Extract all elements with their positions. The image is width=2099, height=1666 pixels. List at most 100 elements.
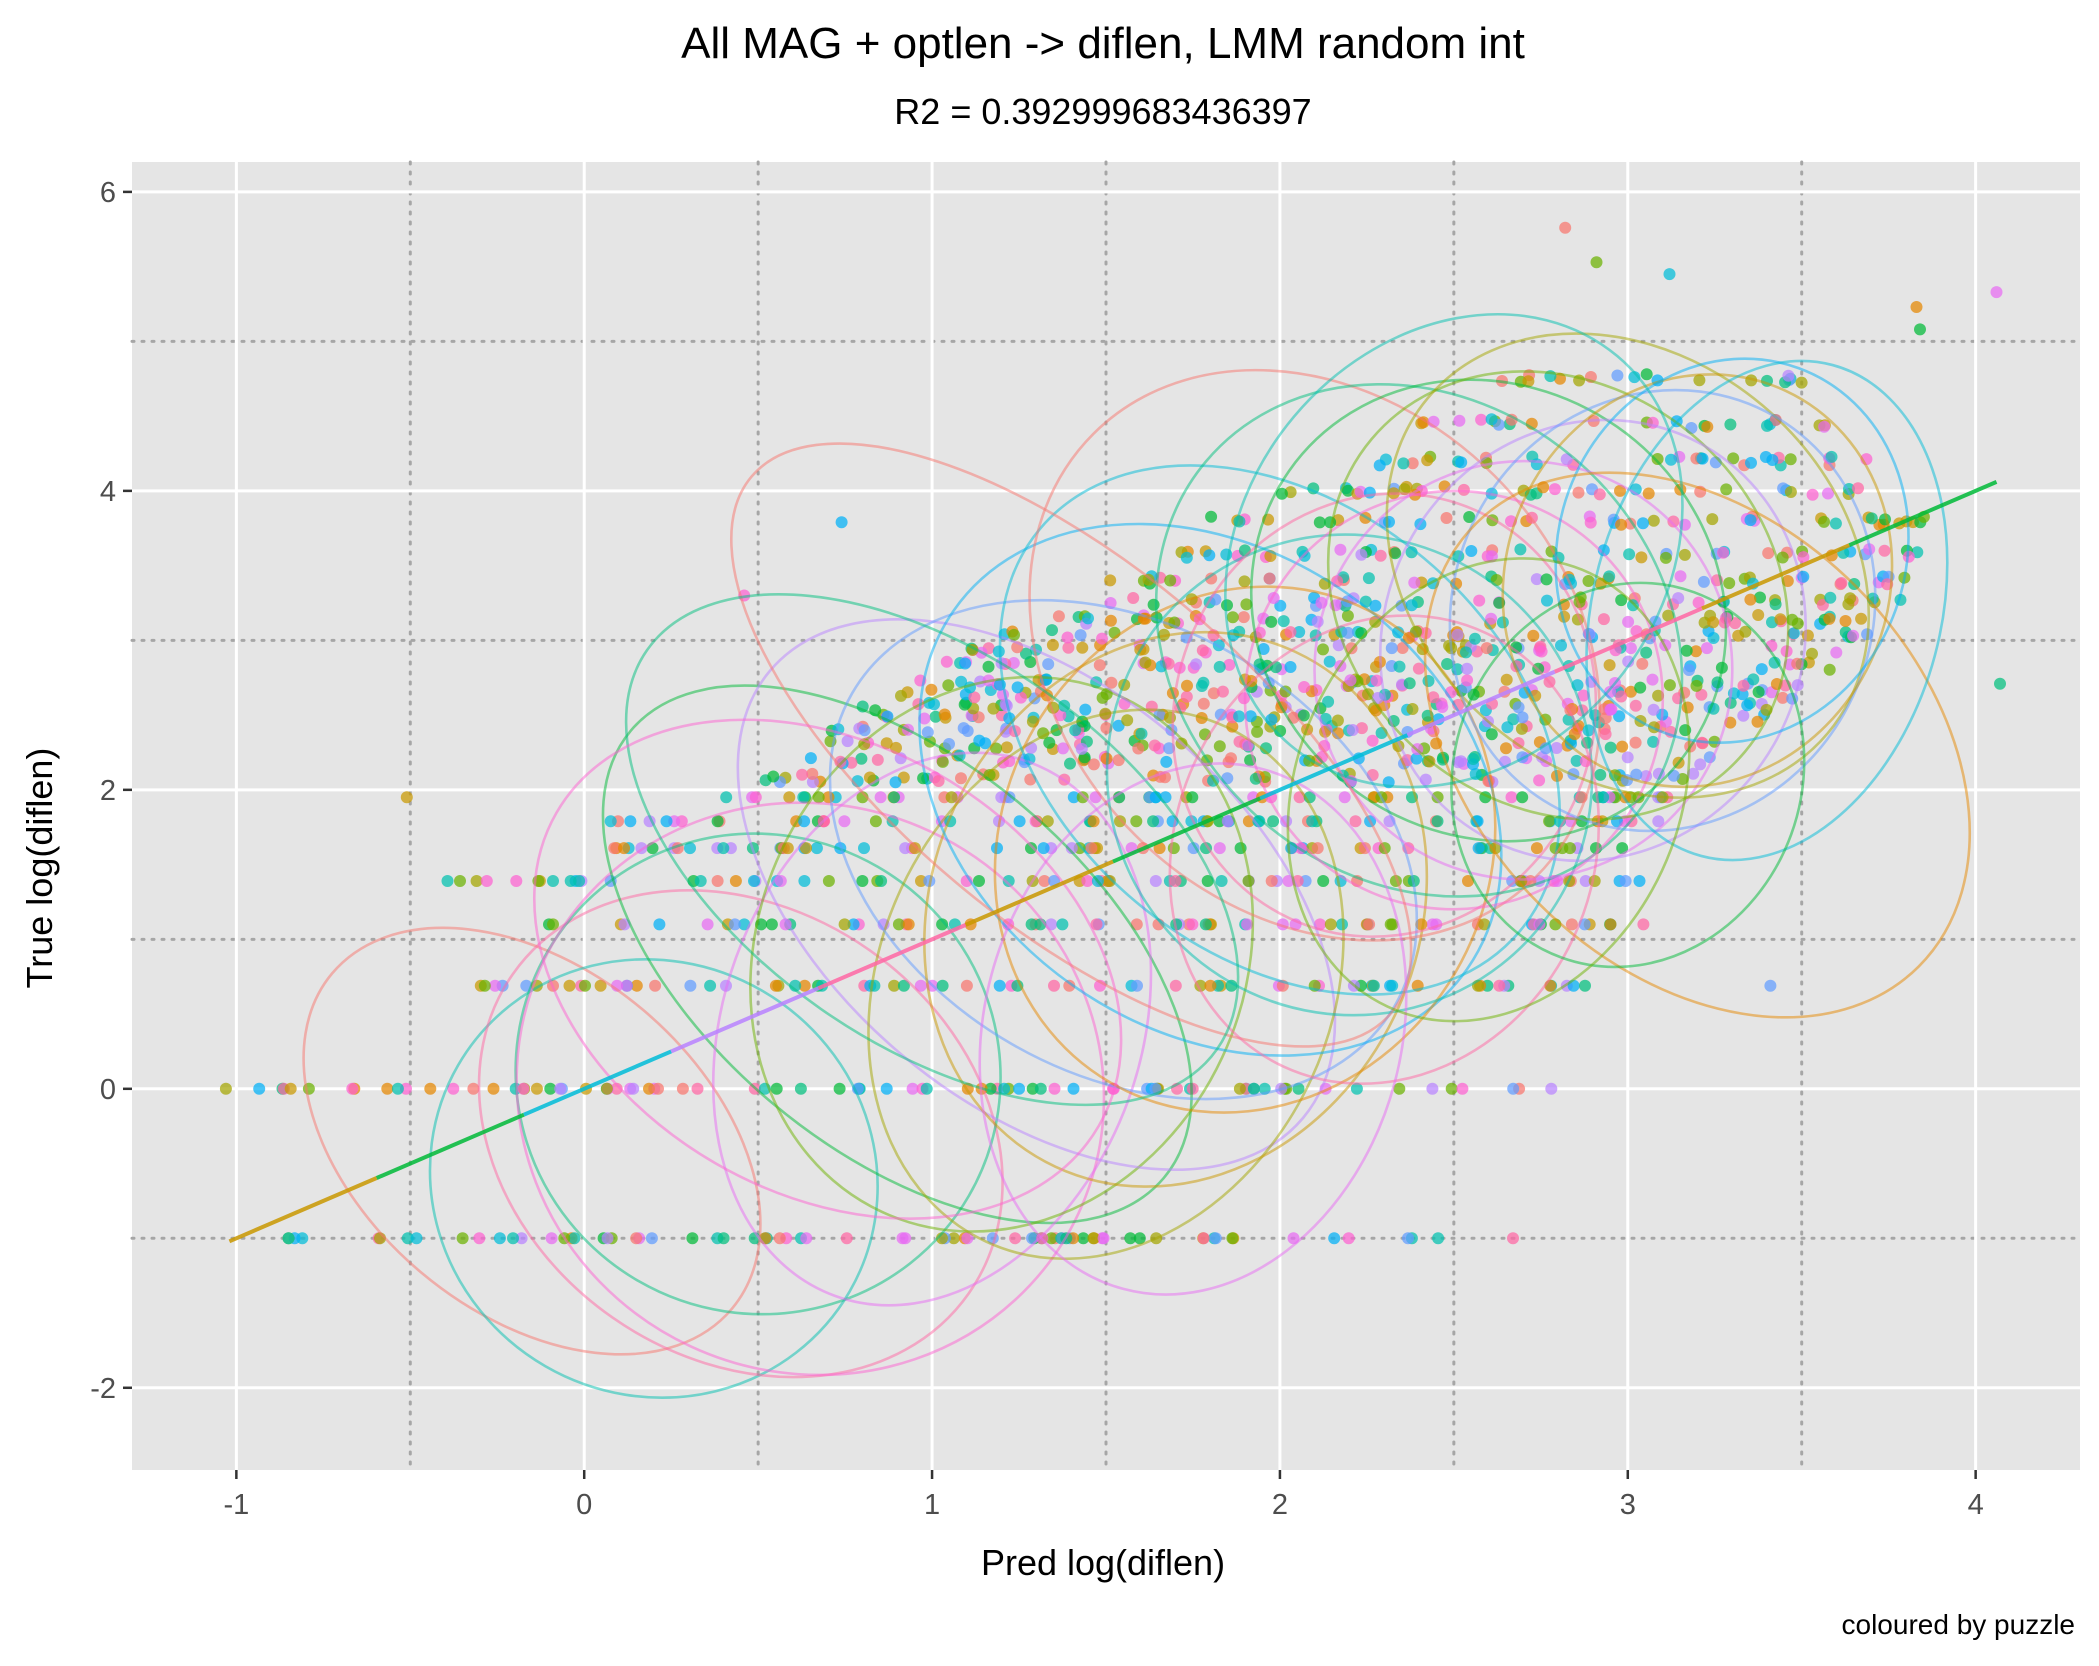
data-point — [381, 1082, 394, 1095]
data-point — [568, 1232, 581, 1245]
data-point — [1462, 875, 1474, 887]
data-point — [1251, 725, 1264, 738]
data-point — [720, 791, 733, 804]
data-point — [1374, 549, 1387, 562]
data-point — [1823, 612, 1836, 625]
data-point — [564, 875, 577, 887]
data-point — [918, 712, 931, 725]
data-point — [1277, 615, 1290, 628]
data-point — [1441, 658, 1454, 670]
data-point — [620, 979, 633, 992]
confidence-ellipse — [998, 464, 1562, 996]
data-point — [1663, 268, 1676, 281]
data-point — [794, 1082, 807, 1095]
data-point — [1473, 594, 1486, 607]
data-point — [694, 875, 707, 887]
axes: -1 0 1 2 3 4 -2 0 2 4 6 — [90, 177, 1984, 1521]
data-point — [1133, 1232, 1146, 1245]
data-point — [1463, 511, 1476, 523]
x-tick-label: 4 — [1968, 1489, 1984, 1521]
data-point — [676, 1082, 689, 1095]
data-point — [1226, 611, 1239, 624]
data-point — [1818, 515, 1830, 528]
data-point — [1603, 659, 1616, 672]
data-point — [987, 702, 1000, 715]
data-point — [1284, 661, 1297, 673]
data-point — [1651, 453, 1664, 465]
data-point — [810, 842, 823, 855]
data-point — [1795, 376, 1808, 389]
data-point — [1244, 710, 1257, 723]
data-point — [1914, 323, 1926, 336]
data-point — [1572, 486, 1585, 499]
data-point — [1209, 1232, 1222, 1245]
data-point — [1747, 673, 1760, 686]
data-point — [855, 752, 868, 765]
data-point — [932, 775, 945, 787]
data-point — [1696, 452, 1709, 465]
data-point — [1045, 1232, 1058, 1245]
confidence-ellipse — [918, 522, 1503, 1057]
data-point — [1759, 451, 1772, 463]
data-point — [838, 815, 851, 828]
data-point — [1205, 572, 1218, 585]
fit-line-segment — [523, 1049, 672, 1117]
data-point — [1615, 518, 1628, 531]
data-point — [1615, 594, 1628, 607]
data-point — [686, 1232, 699, 1245]
data-point — [1160, 755, 1173, 768]
data-point — [1456, 1082, 1469, 1095]
confidence-ellipse — [1168, 614, 1601, 1085]
data-point — [1203, 549, 1216, 562]
data-point — [1565, 918, 1578, 931]
data-point — [711, 875, 724, 887]
data-point — [1408, 576, 1421, 589]
confidence-ellipse — [1379, 418, 1807, 863]
data-point — [1647, 735, 1660, 748]
data-point — [769, 979, 782, 992]
data-point — [1825, 450, 1838, 463]
data-point — [1707, 616, 1720, 629]
data-point — [1737, 679, 1750, 692]
data-point — [1406, 457, 1419, 470]
data-point — [1680, 644, 1693, 657]
data-point — [547, 918, 559, 931]
data-point — [1485, 550, 1498, 563]
caption: coloured by puzzle — [1842, 1609, 2075, 1640]
data-point — [765, 918, 778, 931]
data-point — [1461, 662, 1473, 675]
data-point — [749, 791, 762, 804]
data-point — [1616, 740, 1629, 753]
data-point — [1077, 1232, 1090, 1245]
fit-line-segment — [964, 859, 1114, 927]
data-point — [1678, 548, 1691, 561]
data-point — [1048, 979, 1060, 992]
data-point — [800, 1232, 813, 1245]
data-point — [1752, 609, 1765, 621]
data-point — [1510, 641, 1523, 654]
data-point — [1630, 768, 1643, 781]
data-point — [973, 875, 985, 887]
data-point — [1349, 815, 1362, 828]
data-point — [1579, 979, 1591, 992]
data-point — [1355, 722, 1368, 735]
data-point — [1147, 598, 1160, 611]
data-point — [1797, 551, 1810, 564]
data-point — [1652, 689, 1665, 702]
data-point — [943, 738, 955, 750]
data-point — [1207, 687, 1220, 700]
data-point — [1370, 674, 1383, 687]
data-point — [1453, 414, 1466, 427]
data-point — [1611, 369, 1624, 382]
data-point — [1186, 918, 1199, 931]
data-point — [653, 918, 666, 931]
data-point — [1331, 714, 1344, 727]
data-point — [711, 815, 724, 828]
data-point — [858, 842, 870, 855]
data-point — [1233, 1082, 1246, 1095]
data-point — [1622, 655, 1635, 668]
data-point — [1328, 1232, 1341, 1245]
data-point — [841, 735, 854, 748]
data-point — [1672, 592, 1685, 605]
data-point — [1393, 1082, 1406, 1095]
